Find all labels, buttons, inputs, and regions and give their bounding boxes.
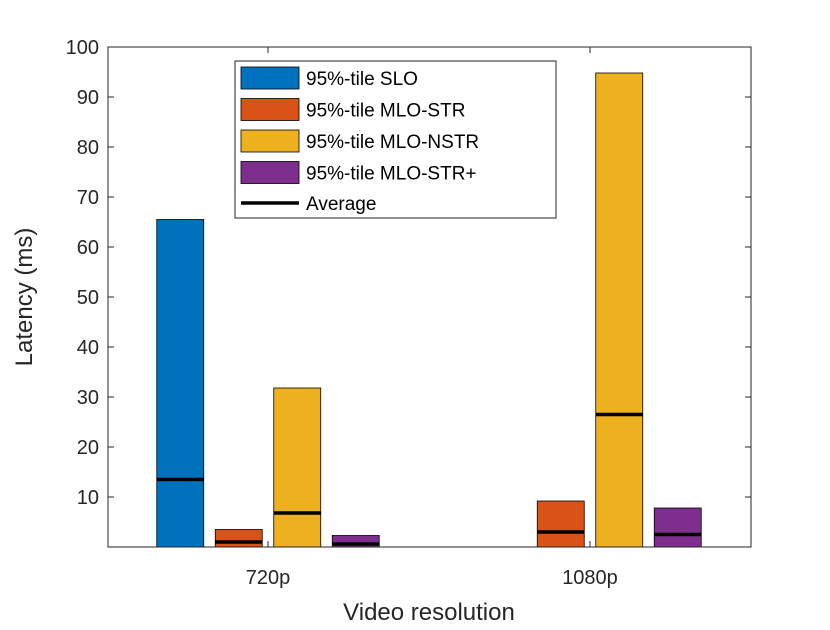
y-tick-label: 40 — [77, 337, 99, 359]
legend-swatch — [240, 161, 300, 184]
plot-frame — [107, 46, 752, 548]
bar-720p-series-0 — [156, 219, 205, 548]
x-tick-label: 720p — [246, 567, 291, 589]
bar-1080p-series-1 — [536, 500, 585, 548]
x-tick-label: 1080p — [562, 567, 618, 589]
bar-1080p-series-2 — [595, 72, 644, 548]
legend-swatch — [240, 66, 300, 90]
y-tick-label: 90 — [77, 87, 99, 109]
y-axis-title: Latency (ms) — [11, 228, 38, 367]
x-axis-title: Video resolution — [343, 599, 515, 626]
legend-label-average: Average — [306, 194, 376, 215]
legend-label: 95%-tile MLO-NSTR — [306, 132, 479, 153]
y-tick-label: 30 — [77, 387, 99, 409]
legend-label: 95%-tile MLO-STR+ — [306, 164, 477, 185]
ticks-group: 10 20 30 40 50 60 70 80 90 100 720p 1080p — [66, 37, 751, 589]
y-tick-label: 50 — [77, 287, 99, 309]
legend-swatch — [240, 98, 300, 121]
y-tick-label: 20 — [77, 437, 99, 459]
y-tick-label: 70 — [77, 187, 99, 209]
bars-group — [156, 72, 702, 548]
legend-label: 95%-tile MLO-STR — [306, 101, 465, 122]
bar-720p-series-1 — [214, 529, 263, 548]
legend-label: 95%-tile SLO — [306, 69, 418, 90]
legend: 95%-tile SLO 95%-tile MLO-STR 95%-tile MLO… — [234, 60, 557, 219]
bar-720p-series-2 — [273, 387, 322, 548]
y-tick-label: 10 — [77, 487, 99, 509]
bar-1080p-series-3 — [653, 507, 702, 548]
y-tick-label: 100 — [66, 37, 99, 59]
legend-swatch — [240, 129, 300, 153]
y-tick-label: 80 — [77, 137, 99, 159]
y-tick-label: 60 — [77, 237, 99, 259]
